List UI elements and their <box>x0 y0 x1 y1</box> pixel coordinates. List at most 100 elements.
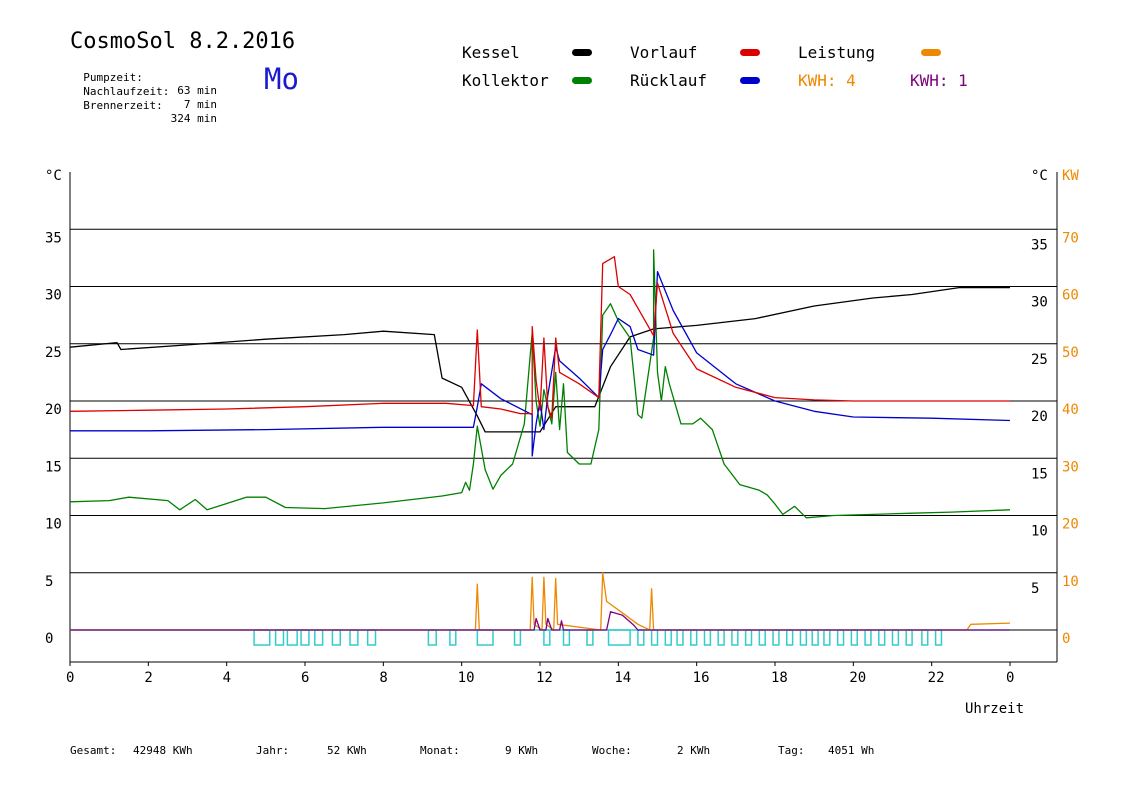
pump-pulse <box>772 629 780 646</box>
right-temp-tick-label: 10 <box>1031 524 1048 540</box>
pump-pulse <box>799 629 808 646</box>
pump-pulse <box>878 629 886 646</box>
pump-pulse <box>366 629 377 646</box>
series-line-kwh_purple <box>70 611 1010 631</box>
footer-gesamt-label: Gesamt: <box>70 744 117 757</box>
pump-pulse <box>274 629 285 646</box>
legend-vorlauf-swatch <box>740 49 760 56</box>
stat-label: Pumpzeit: <box>83 71 143 84</box>
x-tick-label: 4 <box>223 670 231 686</box>
stat-nachlaufzeit: Nachlaufzeit: 7 min <box>70 72 217 111</box>
pump-pulse <box>836 629 845 646</box>
legend-ruecklauf-swatch <box>740 77 760 84</box>
pump-pulse <box>637 629 645 646</box>
x-tick-label: 0 <box>66 670 74 686</box>
x-tick-label: 22 <box>928 670 945 686</box>
stat-value: 63 min <box>177 84 217 97</box>
right-temp-tick-label: 5 <box>1031 581 1039 597</box>
series-line-vorlauf <box>69 256 1010 419</box>
series-line-leistung <box>70 572 1011 631</box>
x-axis-label: Uhrzeit <box>965 701 1024 717</box>
pump-pulse <box>864 629 872 646</box>
pump-pulse <box>650 629 659 646</box>
stat-pumpzeit: Pumpzeit: 63 min <box>70 58 217 97</box>
pump-pulse <box>731 629 739 646</box>
legend-vorlauf-label: Vorlauf <box>630 43 698 62</box>
left-tick-label: 30 <box>45 288 62 304</box>
pump-pulse <box>690 629 698 646</box>
pump-pulse <box>586 629 594 646</box>
legend-ruecklauf-label: Rücklauf <box>630 71 708 90</box>
pump-pulse <box>905 629 913 646</box>
right-power-tick-label: 70 <box>1062 230 1079 246</box>
x-tick-label: 6 <box>301 670 309 686</box>
legend-kwh-orange: KWH: 4 <box>798 71 856 90</box>
right-temp-tick-label: 25 <box>1031 352 1048 368</box>
pump-pulse <box>476 629 494 646</box>
footer-monat-label: Monat: <box>420 744 460 757</box>
legend-kollektor-swatch <box>572 77 592 84</box>
footer-woche-label: Woche: <box>592 744 632 757</box>
pump-pulse <box>744 629 753 646</box>
stat-label: Nachlaufzeit: <box>83 85 170 98</box>
x-tick-label: 10 <box>458 670 475 686</box>
x-tick-label: 14 <box>614 670 631 686</box>
pump-pulse <box>891 629 900 646</box>
stat-brennerzeit: Brennerzeit: 324 min <box>70 86 217 125</box>
series-line-kessel <box>69 286 1010 433</box>
right-power-tick-label: 50 <box>1062 345 1079 361</box>
left-tick-label: 10 <box>45 517 62 533</box>
legend-kessel-swatch <box>572 49 592 56</box>
right-temp-tick-label: 15 <box>1031 466 1048 482</box>
pump-pulse <box>664 629 672 646</box>
stat-label: Brennerzeit: <box>83 99 163 112</box>
right-power-tick-label: 30 <box>1062 459 1079 475</box>
left-tick-label: 0 <box>45 631 53 647</box>
pump-pulse <box>543 629 551 646</box>
pump-pulse <box>850 629 858 646</box>
x-tick-label: 18 <box>771 670 788 686</box>
footer-jahr-label: Jahr: <box>256 744 290 757</box>
pump-pulse <box>427 629 437 646</box>
x-tick-label: 12 <box>536 670 553 686</box>
x-tick-label: 16 <box>693 670 710 686</box>
pump-pulse <box>921 629 929 646</box>
pump-pulse <box>253 629 271 646</box>
pump-pulse <box>314 629 324 646</box>
x-tick-label: 0 <box>1006 670 1014 686</box>
right-power-tick-label: 40 <box>1062 402 1079 418</box>
legend-kessel-label: Kessel <box>462 43 520 62</box>
x-tick-label: 2 <box>144 670 152 686</box>
x-tick-label: 8 <box>379 670 387 686</box>
right-power-tick-label: 10 <box>1062 574 1079 590</box>
pump-pulse <box>607 629 631 646</box>
series-line-kollektor <box>69 249 1011 519</box>
left-tick-label: 25 <box>45 345 62 361</box>
pump-pulse <box>717 629 725 646</box>
legend-kwh-purple: KWH: 1 <box>910 71 968 90</box>
pump-pulse <box>811 629 819 646</box>
pump-pulse <box>449 629 457 646</box>
pump-pulse <box>286 629 298 646</box>
footer-jahr-value: 52 KWh <box>327 744 367 757</box>
pump-pulse <box>758 629 766 646</box>
axis-ticks: 0510152025303551015202530350102030405060… <box>45 230 1079 686</box>
footer-tag-value: 4051 Wh <box>828 744 875 757</box>
footer-monat-value: 9 KWh <box>505 744 539 757</box>
pump-pulse <box>349 629 359 646</box>
left-tick-label: 20 <box>45 402 62 418</box>
right-power-unit-label: KW <box>1062 168 1079 184</box>
pump-pulse <box>562 629 571 646</box>
pump-pulse <box>934 629 943 646</box>
footer-tag-label: Tag: <box>778 744 805 757</box>
right-power-tick-label: 0 <box>1062 631 1070 647</box>
series-lines <box>69 249 1011 631</box>
pump-pulse <box>331 629 341 646</box>
pump-pulse <box>513 629 522 646</box>
pump-pulses <box>70 629 1010 646</box>
chart-title: CosmoSol 8.2.2016 <box>70 29 296 54</box>
series-line-ruecklauf <box>70 270 1011 457</box>
left-tick-label: 35 <box>45 230 62 246</box>
legend-leistung-swatch <box>921 49 941 56</box>
